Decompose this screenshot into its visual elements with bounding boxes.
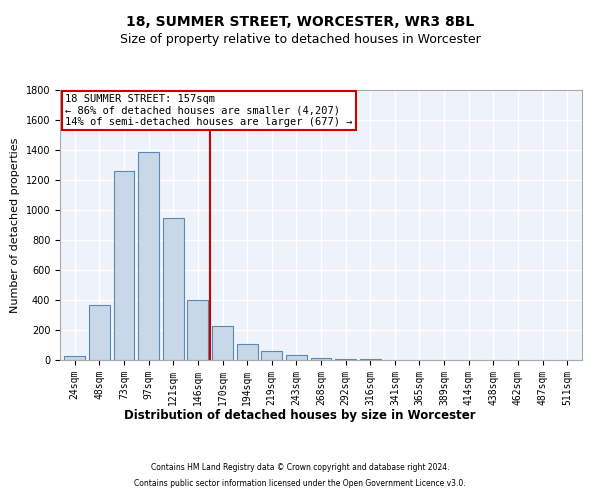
Bar: [89, 304, 110, 360]
Y-axis label: Number of detached properties: Number of detached properties: [10, 138, 20, 312]
Bar: [261, 351, 282, 360]
Bar: [64, 356, 85, 360]
Bar: [138, 152, 159, 360]
Text: 18, SUMMER STREET, WORCESTER, WR3 8BL: 18, SUMMER STREET, WORCESTER, WR3 8BL: [126, 15, 474, 29]
Bar: [335, 359, 356, 360]
Bar: [212, 326, 233, 360]
Text: Distribution of detached houses by size in Worcester: Distribution of detached houses by size …: [124, 408, 476, 422]
Bar: [113, 171, 134, 360]
Text: Contains public sector information licensed under the Open Government Licence v3: Contains public sector information licen…: [134, 478, 466, 488]
Text: Size of property relative to detached houses in Worcester: Size of property relative to detached ho…: [119, 32, 481, 46]
Text: Contains HM Land Registry data © Crown copyright and database right 2024.: Contains HM Land Registry data © Crown c…: [151, 464, 449, 472]
Bar: [236, 344, 257, 360]
Bar: [187, 300, 208, 360]
Bar: [286, 355, 307, 360]
Bar: [360, 359, 381, 360]
Bar: [163, 218, 184, 360]
Text: 18 SUMMER STREET: 157sqm
← 86% of detached houses are smaller (4,207)
14% of sem: 18 SUMMER STREET: 157sqm ← 86% of detach…: [65, 94, 353, 127]
Bar: [311, 358, 331, 360]
